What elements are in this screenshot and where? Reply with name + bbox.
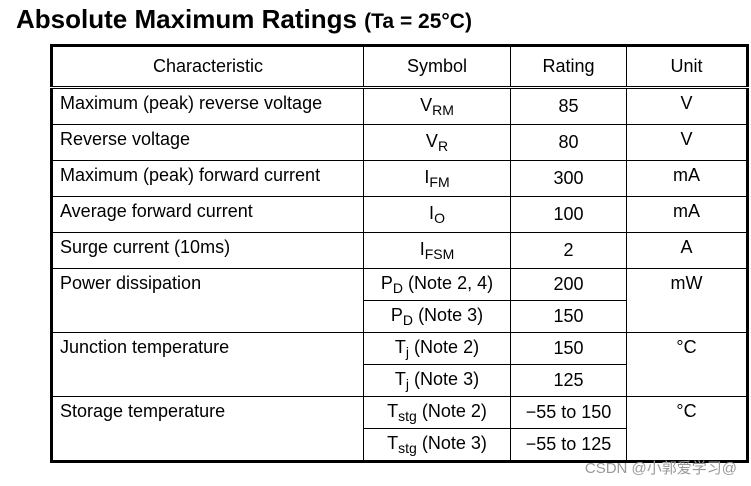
- symbol-base: I: [424, 167, 430, 187]
- symbol-base: T: [387, 433, 399, 453]
- column-header: Symbol: [363, 45, 511, 89]
- symbol-base: V: [420, 95, 433, 115]
- symbol-base: T: [394, 369, 406, 389]
- title-text: Absolute Maximum Ratings: [16, 4, 357, 34]
- symbol-sub: j: [405, 344, 410, 360]
- symbol: Tj (Note 3): [363, 364, 511, 397]
- symbol-sub: D: [402, 312, 414, 328]
- table-row: Reverse voltage VR 80 V: [51, 124, 748, 161]
- symbol-sub: stg: [398, 440, 417, 456]
- table-row: Maximum (peak) forward current IFM 300 mA: [51, 160, 748, 197]
- characteristic: Junction temperature: [51, 332, 364, 397]
- symbol-base: P: [380, 273, 393, 293]
- symbol: PD (Note 3): [363, 300, 511, 333]
- symbol-base: V: [425, 131, 438, 151]
- symbol: IO: [363, 196, 511, 233]
- symbol-sub: D: [392, 280, 404, 296]
- condition: (Ta = 25°C): [364, 10, 472, 33]
- characteristic: Maximum (peak) forward current: [51, 160, 364, 197]
- characteristic: Power dissipation: [51, 268, 364, 333]
- rating: −55 to 150: [510, 396, 627, 429]
- symbol: Tstg (Note 3): [363, 428, 511, 462]
- symbol-base: P: [390, 305, 403, 325]
- characteristic: Surge current (10ms): [51, 232, 364, 269]
- symbol: IFM: [363, 160, 511, 197]
- header-row: Characteristic Symbol Rating Unit: [51, 45, 748, 89]
- column-header: Unit: [626, 45, 748, 89]
- rating: −55 to 125: [510, 428, 627, 462]
- symbol-base: I: [429, 203, 435, 223]
- table-row: Tj (Note 3) 125: [52, 364, 748, 397]
- ratings-table: Characteristic Symbol Rating Unit Maximum (p…: [50, 44, 749, 463]
- symbol-note: (Note 2): [414, 337, 480, 357]
- rating: 300: [510, 160, 627, 197]
- characteristic: Average forward current: [51, 196, 364, 233]
- symbol-sub: O: [434, 210, 445, 226]
- symbol-base: T: [394, 337, 406, 357]
- symbol-sub: FM: [429, 174, 450, 190]
- symbol-sub: FSM: [424, 246, 455, 262]
- rating: 85: [510, 87, 627, 125]
- column-header: Rating: [510, 45, 627, 89]
- unit: mA: [626, 160, 748, 197]
- unit: mA: [626, 196, 748, 233]
- symbol-sub: RM: [432, 102, 454, 118]
- characteristic: Reverse voltage: [51, 124, 364, 161]
- table-row: Junction temperature Tj (Note 2) 150 °C: [51, 332, 748, 397]
- symbol-sub: stg: [398, 408, 417, 424]
- rating: 100: [510, 196, 627, 233]
- table-row: Average forward current IO 100 mA: [51, 196, 748, 233]
- characteristic: Storage temperature: [51, 396, 364, 462]
- symbol-base: T: [387, 401, 399, 421]
- symbol: Tstg (Note 2): [363, 396, 511, 429]
- unit: °C: [626, 396, 748, 462]
- table-row: Power dissipation PD (Note 2, 4) 200 mW: [51, 268, 748, 333]
- symbol-sub: j: [405, 376, 410, 392]
- rating: 125: [510, 364, 627, 397]
- symbol: VRM: [363, 87, 511, 125]
- rating: 200: [510, 268, 627, 301]
- table-row: Maximum (peak) reverse voltage VRM 85 V: [51, 87, 748, 125]
- unit: V: [626, 87, 748, 125]
- symbol: PD (Note 2, 4): [363, 268, 511, 301]
- rating: 150: [510, 332, 627, 365]
- symbol-note: (Note 2): [421, 401, 487, 421]
- symbol-note: (Note 3): [418, 305, 484, 325]
- title: Absolute Maximum Ratings (Ta = 25°C): [16, 4, 472, 35]
- unit: A: [626, 232, 748, 269]
- rating: 150: [510, 300, 627, 333]
- symbol-base: I: [419, 239, 425, 259]
- symbol: IFSM: [363, 232, 511, 269]
- unit: V: [626, 124, 748, 161]
- rating: 2: [510, 232, 627, 269]
- symbol-note: (Note 3): [421, 433, 487, 453]
- watermark: CSDN @小郭爱学习@: [584, 460, 737, 477]
- table-row: PD (Note 3) 150: [52, 300, 748, 333]
- unit: °C: [626, 332, 748, 397]
- symbol: Tj (Note 2): [363, 332, 511, 365]
- symbol: VR: [363, 124, 511, 161]
- table-row: Storage temperature Tstg (Note 2) −55 to 1…: [51, 396, 748, 462]
- table-row: Surge current (10ms) IFSM 2 A: [51, 232, 748, 269]
- symbol-note: (Note 3): [414, 369, 480, 389]
- rating: 80: [510, 124, 627, 161]
- column-header: Characteristic: [51, 45, 364, 89]
- symbol-sub: R: [437, 138, 449, 154]
- characteristic: Maximum (peak) reverse voltage: [51, 87, 364, 125]
- unit: mW: [626, 268, 748, 333]
- table-row: Tstg (Note 3) −55 to 125: [52, 428, 748, 462]
- symbol-note: (Note 2, 4): [408, 273, 494, 293]
